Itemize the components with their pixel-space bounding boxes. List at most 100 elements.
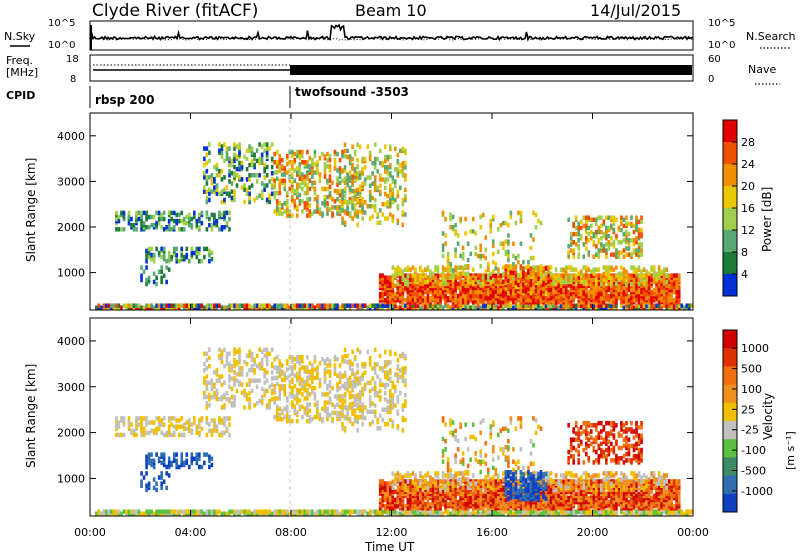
velocity-cell (253, 509, 256, 514)
power-cell (610, 303, 613, 308)
power-cell (100, 305, 103, 310)
power-cell (411, 297, 415, 303)
power-cell (532, 255, 535, 261)
power-cell (602, 265, 606, 270)
velocity-cell (474, 479, 478, 484)
power-cell (497, 305, 500, 310)
power-cell (497, 249, 500, 255)
power-cell (471, 303, 475, 308)
power-cell (396, 204, 400, 209)
velocity-cell (391, 499, 395, 505)
power-cell (270, 156, 274, 162)
velocity-cell (431, 509, 435, 514)
power-cell (642, 267, 646, 272)
power-cell (421, 269, 425, 274)
velocity-cell (195, 509, 199, 514)
power-cell (218, 303, 221, 308)
power-cell (140, 305, 143, 310)
velocity-cell (102, 509, 106, 514)
power-cell (552, 279, 555, 285)
velocity-cell (522, 503, 525, 509)
velocity-cell (572, 509, 575, 514)
power-cell (353, 212, 357, 217)
power-cell (404, 148, 407, 154)
power-cell (326, 201, 329, 206)
power-cell (441, 243, 445, 248)
power-cell (203, 175, 206, 180)
power-cell (404, 187, 407, 193)
power-cell (338, 166, 342, 171)
power-cell (605, 293, 608, 299)
noise-tick-top-right: 10^5 (708, 18, 735, 29)
power-cell (549, 265, 553, 270)
power-cell (494, 261, 498, 267)
power-cell (534, 297, 538, 303)
power-cell (368, 189, 372, 195)
power-cell (203, 189, 206, 194)
power-cell (391, 265, 395, 270)
power-cell (409, 273, 412, 278)
power-cell (308, 164, 312, 169)
velocity-cell (489, 481, 493, 486)
power-cell (351, 188, 354, 194)
velocity-cell (328, 509, 332, 514)
power-cell (404, 160, 407, 166)
power-cell (353, 149, 357, 155)
power-cell (140, 210, 143, 216)
power-cell (341, 192, 344, 198)
power-cell (366, 204, 369, 209)
power-cell (253, 197, 256, 203)
power-cell (595, 244, 598, 249)
velocity-cell (497, 485, 500, 490)
power-cell (499, 273, 503, 278)
power-cell (564, 265, 568, 270)
power-cell (283, 201, 287, 206)
noise-panel: N.Sky 10^5 10^0 10^5 10^0 N.Search (4, 18, 796, 51)
power-cell (577, 229, 581, 235)
power-cell (348, 175, 352, 180)
power-cell (617, 240, 621, 245)
power-cell (504, 220, 508, 226)
velocity-cell (378, 497, 382, 503)
power-cell (640, 252, 643, 257)
power-cell (544, 271, 548, 277)
power-cell (145, 210, 148, 216)
velocity-cell (454, 489, 457, 494)
power-cell (454, 303, 457, 308)
power-cell (517, 282, 520, 288)
power-cell (569, 242, 573, 247)
power-cell (218, 227, 221, 232)
power-cell (165, 279, 168, 285)
velocity-cell (547, 499, 550, 505)
power-cell (180, 252, 184, 258)
power-cell (213, 164, 216, 170)
power-cell (208, 248, 211, 254)
power-cell (353, 178, 357, 183)
power-cell (293, 168, 297, 173)
power-cell (223, 214, 226, 220)
power-cell (388, 144, 392, 150)
power-cell (567, 217, 570, 222)
velocity-cell (273, 509, 277, 514)
power-cell (205, 246, 209, 252)
power-cell (529, 266, 533, 271)
power-cell (203, 156, 206, 162)
power-cell (449, 305, 452, 310)
power-cell (567, 289, 570, 295)
power-cell (582, 242, 586, 247)
power-cell (517, 303, 520, 308)
power-cell (396, 167, 400, 172)
power-cell (193, 210, 196, 216)
velocity-cell (243, 509, 246, 514)
power-cell (182, 254, 186, 260)
power-cell (582, 215, 586, 220)
power-cell (682, 305, 686, 310)
power-cell (187, 216, 191, 222)
power-cell (278, 201, 282, 206)
power-cell (615, 248, 618, 253)
power-cell (597, 303, 601, 308)
power-cell (579, 303, 583, 308)
power-cell (228, 303, 231, 308)
velocity-cell (549, 497, 553, 503)
power-cell (431, 281, 435, 287)
